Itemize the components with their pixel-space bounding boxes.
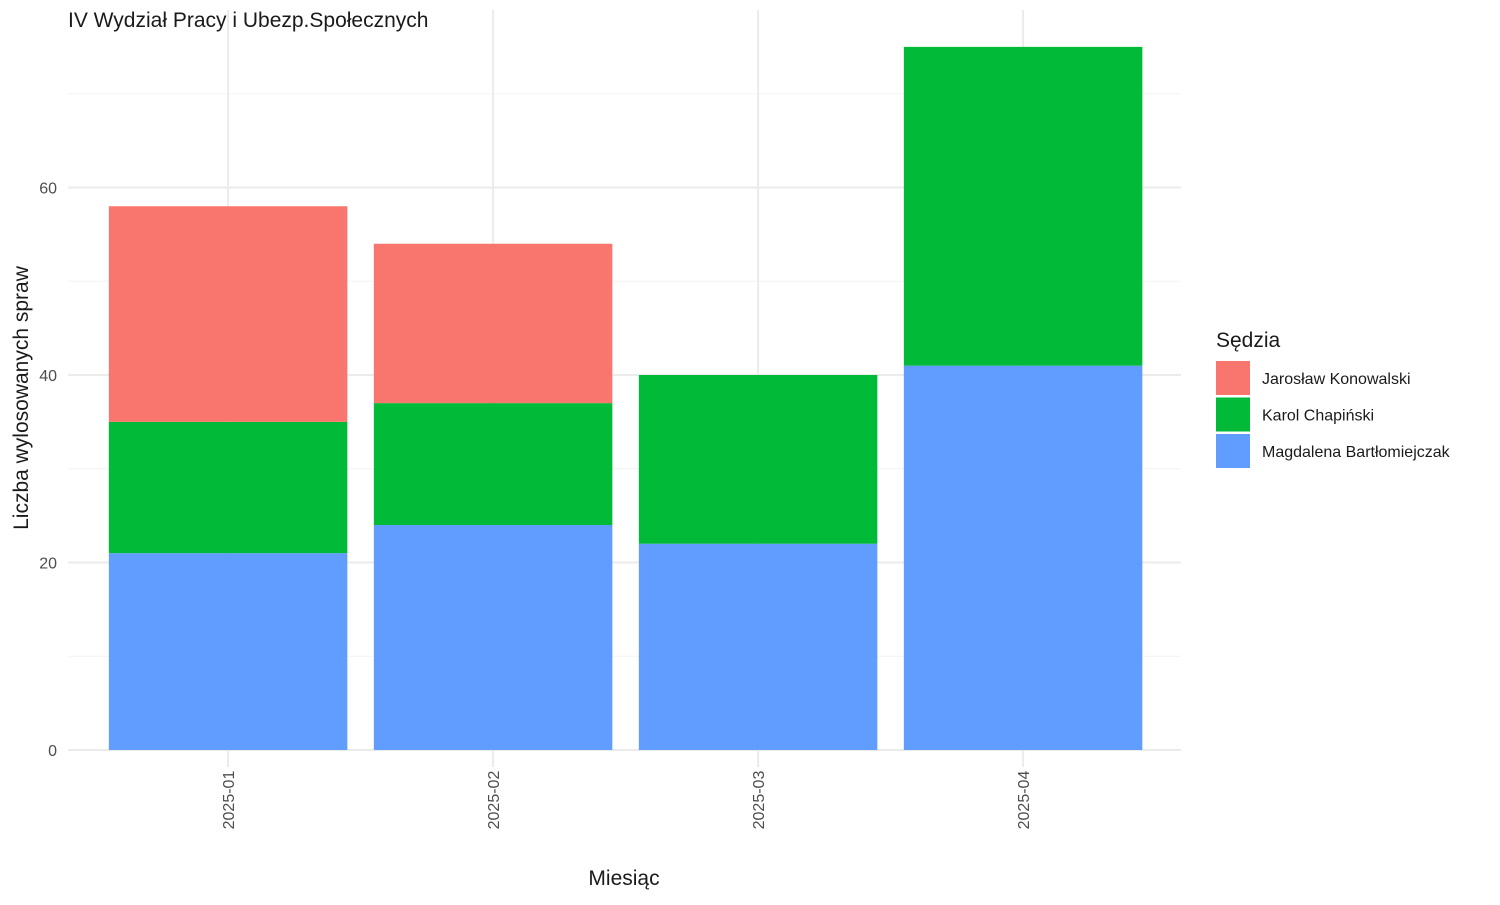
legend-label: Jarosław Konowalski [1262,371,1411,388]
legend-title: Sędzia [1216,329,1281,352]
bar-segment [373,525,613,750]
legend-items: Jarosław Konowalski Karol Chapiński Magdal… [1216,361,1451,468]
y-tick-label: 40 [39,368,57,385]
x-tick-label: 2025-04 [1016,771,1033,830]
bar-segment [638,375,878,544]
y-tick-labels: 0 20 40 60 [39,181,57,761]
legend: Sędzia Jarosław Konowalski Karol Chapińsk… [1216,329,1451,468]
bar-segment [373,403,613,525]
y-axis-title: Liczba wylosowanych spraw [10,265,33,530]
legend-label: Karol Chapiński [1262,408,1374,425]
x-tick-label: 2025-03 [751,771,768,830]
bars-layer [108,46,1143,750]
legend-swatch [1216,434,1250,468]
x-tick-label: 2025-01 [221,771,238,830]
legend-item: Magdalena Bartłomiejczak [1216,434,1451,468]
bar-segment [108,206,348,422]
y-tick-label: 20 [39,556,57,573]
legend-swatch [1216,361,1250,395]
bar-segment [108,421,348,554]
bar-segment [373,243,613,404]
bar-segment [903,365,1143,750]
legend-item: Karol Chapiński [1216,397,1374,432]
bar-segment [903,46,1143,366]
y-tick-label: 0 [48,743,57,760]
chart-title: IV Wydział Pracy i Ubezp.Społecznych [68,9,428,32]
bar-segment [108,553,348,750]
legend-swatch [1216,397,1250,432]
x-tick-label: 2025-02 [486,771,503,830]
x-axis-title: Miesiąc [588,867,659,890]
bar-segment [638,543,878,750]
x-tick-labels: 2025-01 2025-02 2025-03 2025-04 [221,771,1033,830]
legend-item: Jarosław Konowalski [1216,361,1411,395]
legend-label: Magdalena Bartłomiejczak [1262,444,1451,461]
y-tick-label: 60 [39,181,57,198]
